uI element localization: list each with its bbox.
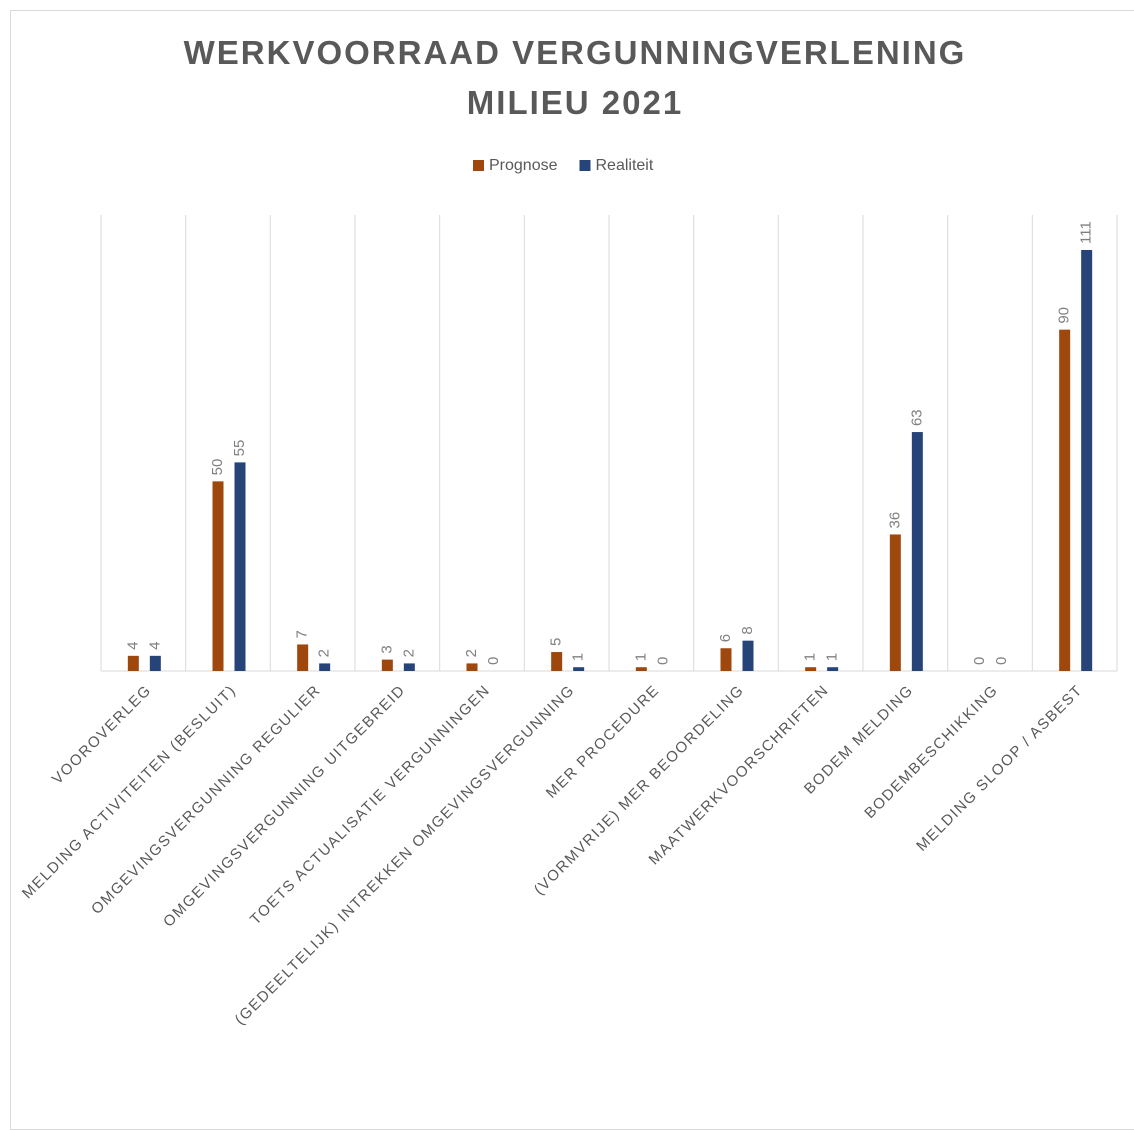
x-tick-label: MAATWERKVOORSCHRIFTEN — [646, 682, 833, 869]
bar — [1059, 329, 1071, 671]
legend-label: Realiteit — [596, 157, 654, 174]
value-label: 1 — [570, 653, 587, 661]
x-tick-label: BODEMBESCHIKKING — [861, 682, 1001, 822]
value-label: 55 — [231, 440, 248, 457]
value-label: 4 — [124, 641, 141, 649]
bar — [635, 667, 647, 671]
value-label: 0 — [971, 657, 988, 665]
value-label: 2 — [463, 649, 480, 657]
chart-title: WERKVOORRAAD VERGUNNINGVERLENING MILIEU … — [183, 34, 967, 121]
bar — [234, 462, 246, 671]
value-label: 4 — [146, 641, 163, 649]
bar — [149, 655, 161, 671]
value-label: 0 — [485, 657, 502, 665]
legend-swatch — [473, 160, 484, 171]
value-label: 3 — [378, 645, 395, 653]
bar — [403, 663, 415, 671]
value-label: 7 — [294, 630, 311, 638]
x-tick-label: MELDING SLOOP / ASBEST — [913, 682, 1086, 855]
value-label: 0 — [993, 657, 1010, 665]
value-label: 111 — [1078, 221, 1095, 244]
value-label: 1 — [824, 653, 841, 661]
bar — [720, 648, 732, 671]
legend-swatch — [579, 160, 591, 171]
bar — [212, 481, 224, 671]
value-label: 50 — [209, 459, 226, 476]
bar — [573, 667, 585, 671]
bar — [805, 667, 817, 671]
value-label: 2 — [400, 649, 417, 657]
bar — [1081, 250, 1093, 671]
value-label: 6 — [717, 634, 734, 642]
value-label: 8 — [739, 626, 756, 634]
value-label: 0 — [654, 657, 671, 665]
bar — [381, 659, 393, 671]
bar — [911, 432, 923, 671]
value-label: 5 — [548, 638, 565, 646]
bar — [297, 644, 309, 671]
value-label: 1 — [632, 653, 649, 661]
bar — [466, 663, 478, 671]
value-label: 63 — [908, 409, 925, 426]
bar — [827, 667, 839, 671]
value-label: 36 — [886, 512, 903, 529]
bar — [889, 534, 901, 671]
legend-label: Prognose — [489, 157, 558, 174]
bar — [742, 640, 754, 671]
value-label: 1 — [802, 653, 819, 661]
value-label: 90 — [1056, 307, 1073, 324]
bar — [127, 655, 139, 671]
bar — [319, 663, 331, 671]
value-label: 2 — [316, 649, 333, 657]
bar — [551, 652, 563, 671]
